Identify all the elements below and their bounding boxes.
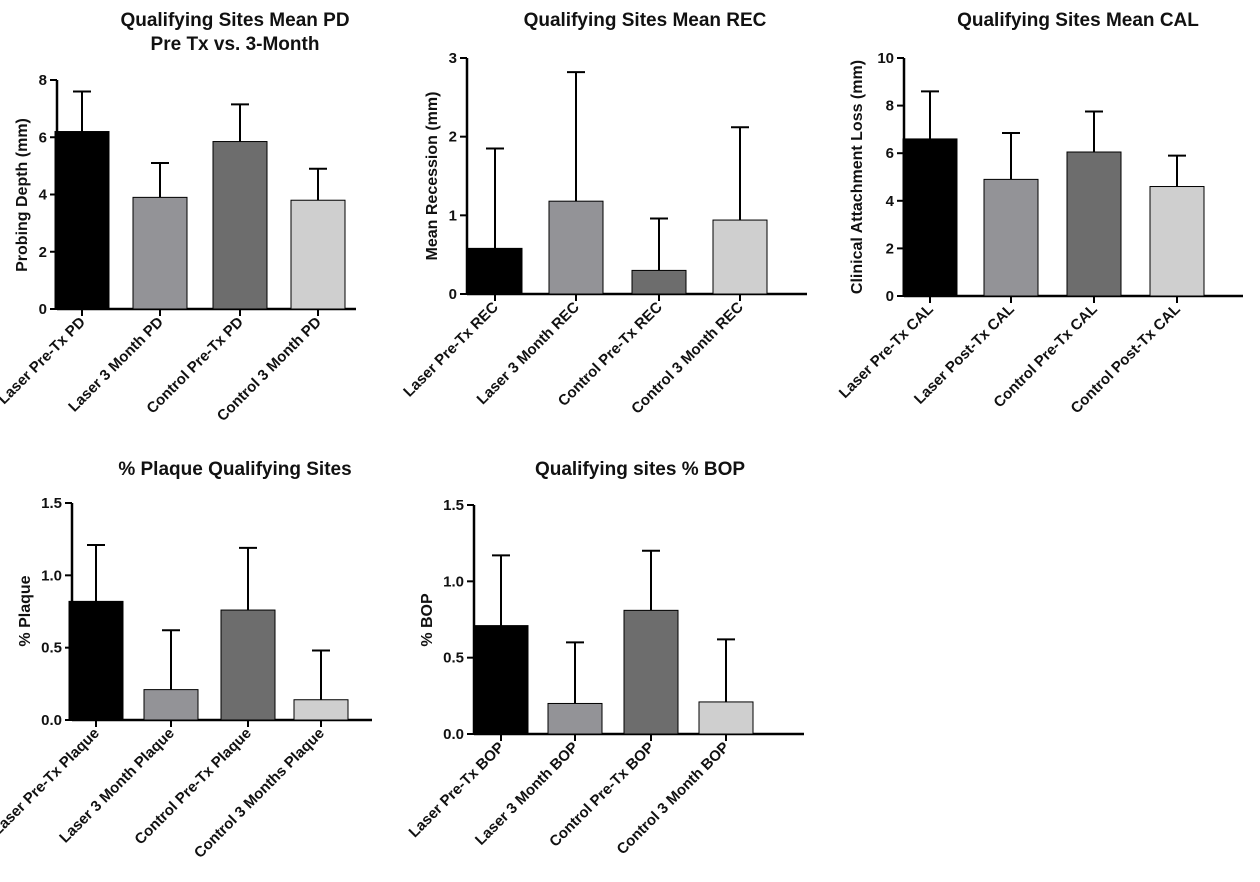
y-tick-label: 2 xyxy=(886,240,894,257)
y-axis-label: Clinical Attachment Loss (mm) xyxy=(849,60,866,294)
y-tick-label: 0.0 xyxy=(41,712,62,729)
y-tick-label: 0.0 xyxy=(443,726,464,743)
y-tick-label: 1.0 xyxy=(41,567,62,584)
chart-title: Qualifying sites % BOP xyxy=(535,459,745,480)
bar xyxy=(902,138,958,297)
y-tick-label: 1.5 xyxy=(41,495,62,512)
bar xyxy=(698,701,754,735)
bar xyxy=(631,269,687,295)
chart-3: Qualifying Sites Mean CAL Clinical Attach… xyxy=(836,10,1243,417)
bar xyxy=(548,200,604,295)
bar xyxy=(467,247,523,295)
y-axis-label: % Plaque xyxy=(17,575,34,646)
y-tick-label: 1.5 xyxy=(443,497,464,514)
y-tick-label: 0 xyxy=(39,301,47,318)
chart-1: Qualifying Sites Mean PD Pre Tx vs. 3-Mon… xyxy=(0,10,356,425)
bar xyxy=(132,196,188,310)
y-axis-label: Probing Depth (mm) xyxy=(14,118,31,272)
bar xyxy=(473,625,529,735)
y-tick-label: 1.0 xyxy=(443,573,464,590)
y-tick-label: 10 xyxy=(877,50,894,67)
bar xyxy=(547,702,603,735)
chart-title: Qualifying Sites Mean CAL xyxy=(957,10,1199,31)
bar xyxy=(1149,186,1205,297)
chart-5: Qualifying sites % BOP% BOP0.00.51.01.5L… xyxy=(406,459,804,858)
y-tick-label: 0 xyxy=(449,286,457,303)
bar xyxy=(68,600,124,721)
y-axis-label: Mean Recession (mm) xyxy=(424,92,441,261)
bar xyxy=(1066,151,1122,297)
y-tick-label: 2 xyxy=(449,129,457,146)
y-axis-label: % BOP xyxy=(419,593,436,647)
y-tick-label: 3 xyxy=(449,50,457,67)
y-tick-label: 6 xyxy=(886,145,894,162)
y-tick-label: 4 xyxy=(39,187,48,204)
y-tick-label: 0.5 xyxy=(41,640,62,657)
y-tick-label: 8 xyxy=(39,72,47,89)
bar xyxy=(983,178,1039,297)
chart-subtitle: Pre Tx vs. 3-Month xyxy=(151,34,320,55)
chart-title: Qualifying Sites Mean PD xyxy=(120,10,349,31)
bar xyxy=(623,609,679,735)
chart-4: % Plaque Qualifying Sites % Plaque 0.0 0.5 1… xyxy=(0,459,372,862)
chart-2: Qualifying Sites Mean REC Mean Recession … xyxy=(400,10,807,417)
bar xyxy=(143,689,199,721)
chart-title: % Plaque Qualifying Sites xyxy=(118,459,351,480)
chart-title: Qualifying Sites Mean REC xyxy=(524,10,767,31)
bar xyxy=(293,699,349,721)
bar xyxy=(220,609,276,721)
y-tick-label: 0 xyxy=(886,288,894,305)
bar xyxy=(290,199,346,310)
y-tick-label: 6 xyxy=(39,129,47,146)
bar xyxy=(212,141,268,310)
y-tick-label: 4 xyxy=(886,193,895,210)
y-tick-label: 2 xyxy=(39,244,47,261)
category-label: Control 3 Months Plaque xyxy=(191,725,328,862)
bar xyxy=(712,219,768,295)
y-tick-label: 1 xyxy=(449,207,457,224)
bar xyxy=(54,131,110,310)
y-tick-label: 8 xyxy=(886,98,894,115)
y-tick-label: 0.5 xyxy=(443,650,464,667)
